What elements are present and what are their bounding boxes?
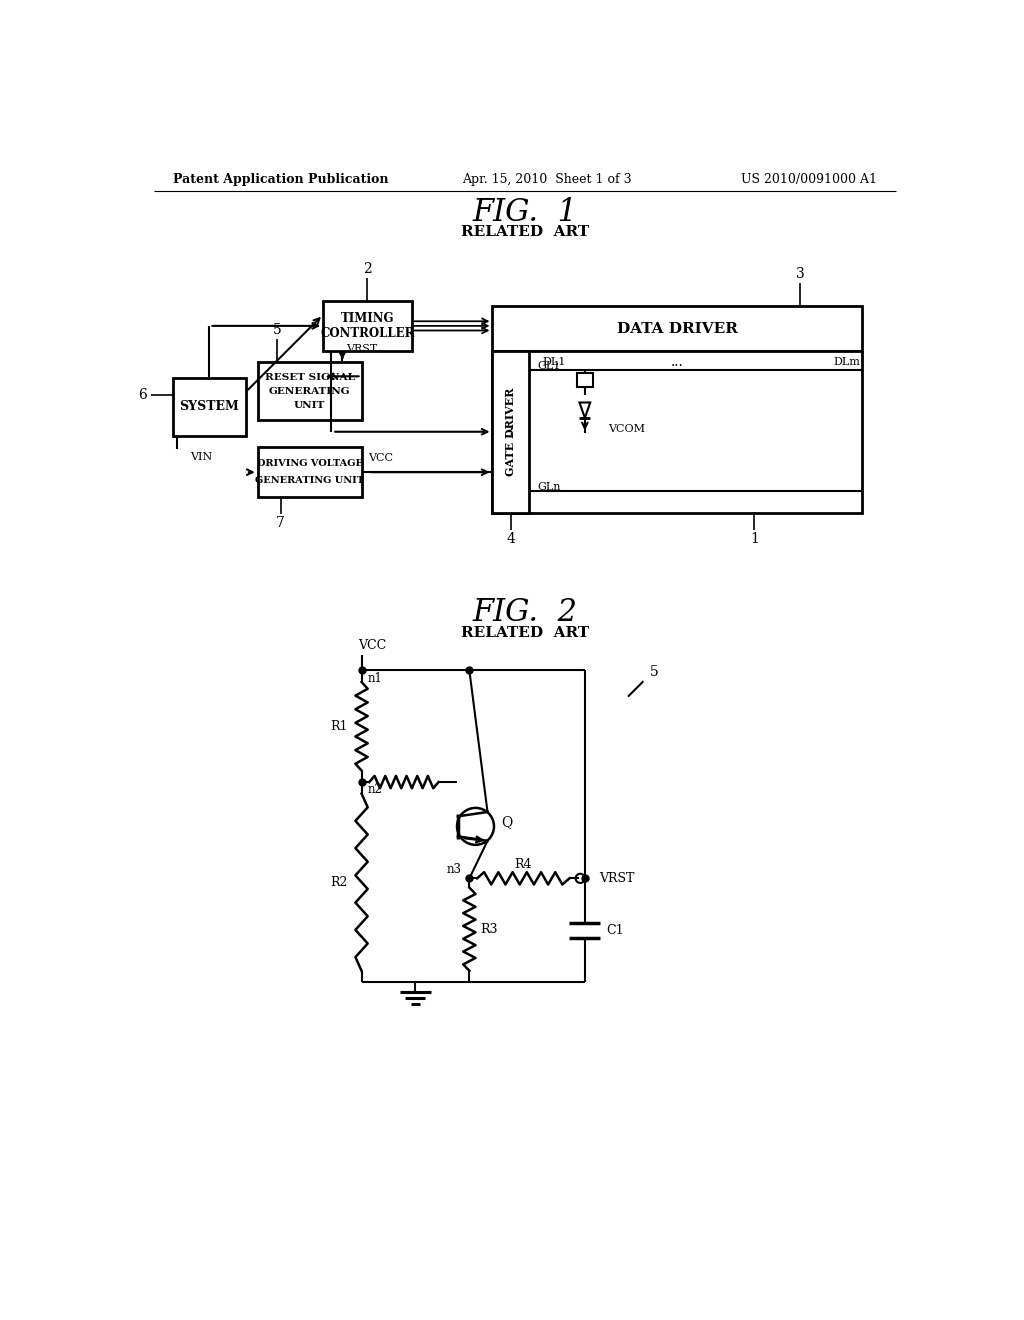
Bar <box>493 351 529 512</box>
Text: Q: Q <box>502 816 513 829</box>
Text: 7: 7 <box>276 516 285 531</box>
Text: DATA DRIVER: DATA DRIVER <box>616 322 737 335</box>
Text: RESET SIGNAL: RESET SIGNAL <box>264 374 354 381</box>
Bar <box>493 351 862 512</box>
Text: 4: 4 <box>507 532 515 545</box>
Text: GENERATING UNIT: GENERATING UNIT <box>255 477 365 486</box>
Text: SYSTEM: SYSTEM <box>179 400 240 413</box>
Text: VRST: VRST <box>346 343 378 354</box>
Text: VCOM: VCOM <box>608 425 645 434</box>
Text: R4: R4 <box>514 858 532 871</box>
Text: DLm: DLm <box>834 356 860 367</box>
Bar <box>258 363 361 420</box>
Text: 5: 5 <box>272 323 282 337</box>
Text: ...: ... <box>671 355 684 368</box>
Text: GLn: GLn <box>538 482 560 492</box>
Text: 3: 3 <box>796 267 805 281</box>
Text: 6: 6 <box>138 388 146 403</box>
Text: DL1: DL1 <box>543 356 565 367</box>
Text: R1: R1 <box>330 719 348 733</box>
Text: FIG.  2: FIG. 2 <box>472 597 578 628</box>
Bar <box>323 301 412 351</box>
Circle shape <box>457 808 494 845</box>
Text: RELATED  ART: RELATED ART <box>461 224 589 239</box>
Text: US 2010/0091000 A1: US 2010/0091000 A1 <box>741 173 878 186</box>
Polygon shape <box>580 403 590 418</box>
Text: n3: n3 <box>446 862 462 875</box>
Circle shape <box>575 874 585 883</box>
Text: Apr. 15, 2010  Sheet 1 of 3: Apr. 15, 2010 Sheet 1 of 3 <box>462 173 631 186</box>
Text: 2: 2 <box>362 261 372 276</box>
Text: TIMING: TIMING <box>341 312 394 325</box>
Text: RELATED  ART: RELATED ART <box>461 627 589 640</box>
Text: 1: 1 <box>750 532 759 545</box>
Bar <box>493 306 862 351</box>
Text: DRIVING VOLTAGE: DRIVING VOLTAGE <box>257 459 362 469</box>
Bar <box>173 378 246 436</box>
Bar <box>258 447 361 498</box>
Text: VCC: VCC <box>368 453 393 463</box>
Text: GL1: GL1 <box>538 362 560 371</box>
Text: GATE DRIVER: GATE DRIVER <box>506 388 516 477</box>
Text: VRST: VRST <box>599 871 634 884</box>
Text: CONTROLLER: CONTROLLER <box>321 327 415 341</box>
Text: :: : <box>508 424 514 438</box>
Bar <box>578 374 593 387</box>
Text: VIN: VIN <box>189 453 212 462</box>
Text: UNIT: UNIT <box>294 401 326 409</box>
Text: R3: R3 <box>480 923 498 936</box>
Text: n2: n2 <box>368 783 383 796</box>
Text: VCC: VCC <box>357 639 386 652</box>
Text: 5: 5 <box>650 665 658 678</box>
Text: C1: C1 <box>606 924 624 937</box>
Text: R2: R2 <box>331 875 348 888</box>
Text: Patent Application Publication: Patent Application Publication <box>173 173 388 186</box>
Text: FIG.  1: FIG. 1 <box>472 197 578 228</box>
Text: GENERATING: GENERATING <box>268 387 350 396</box>
Text: n1: n1 <box>368 672 383 685</box>
